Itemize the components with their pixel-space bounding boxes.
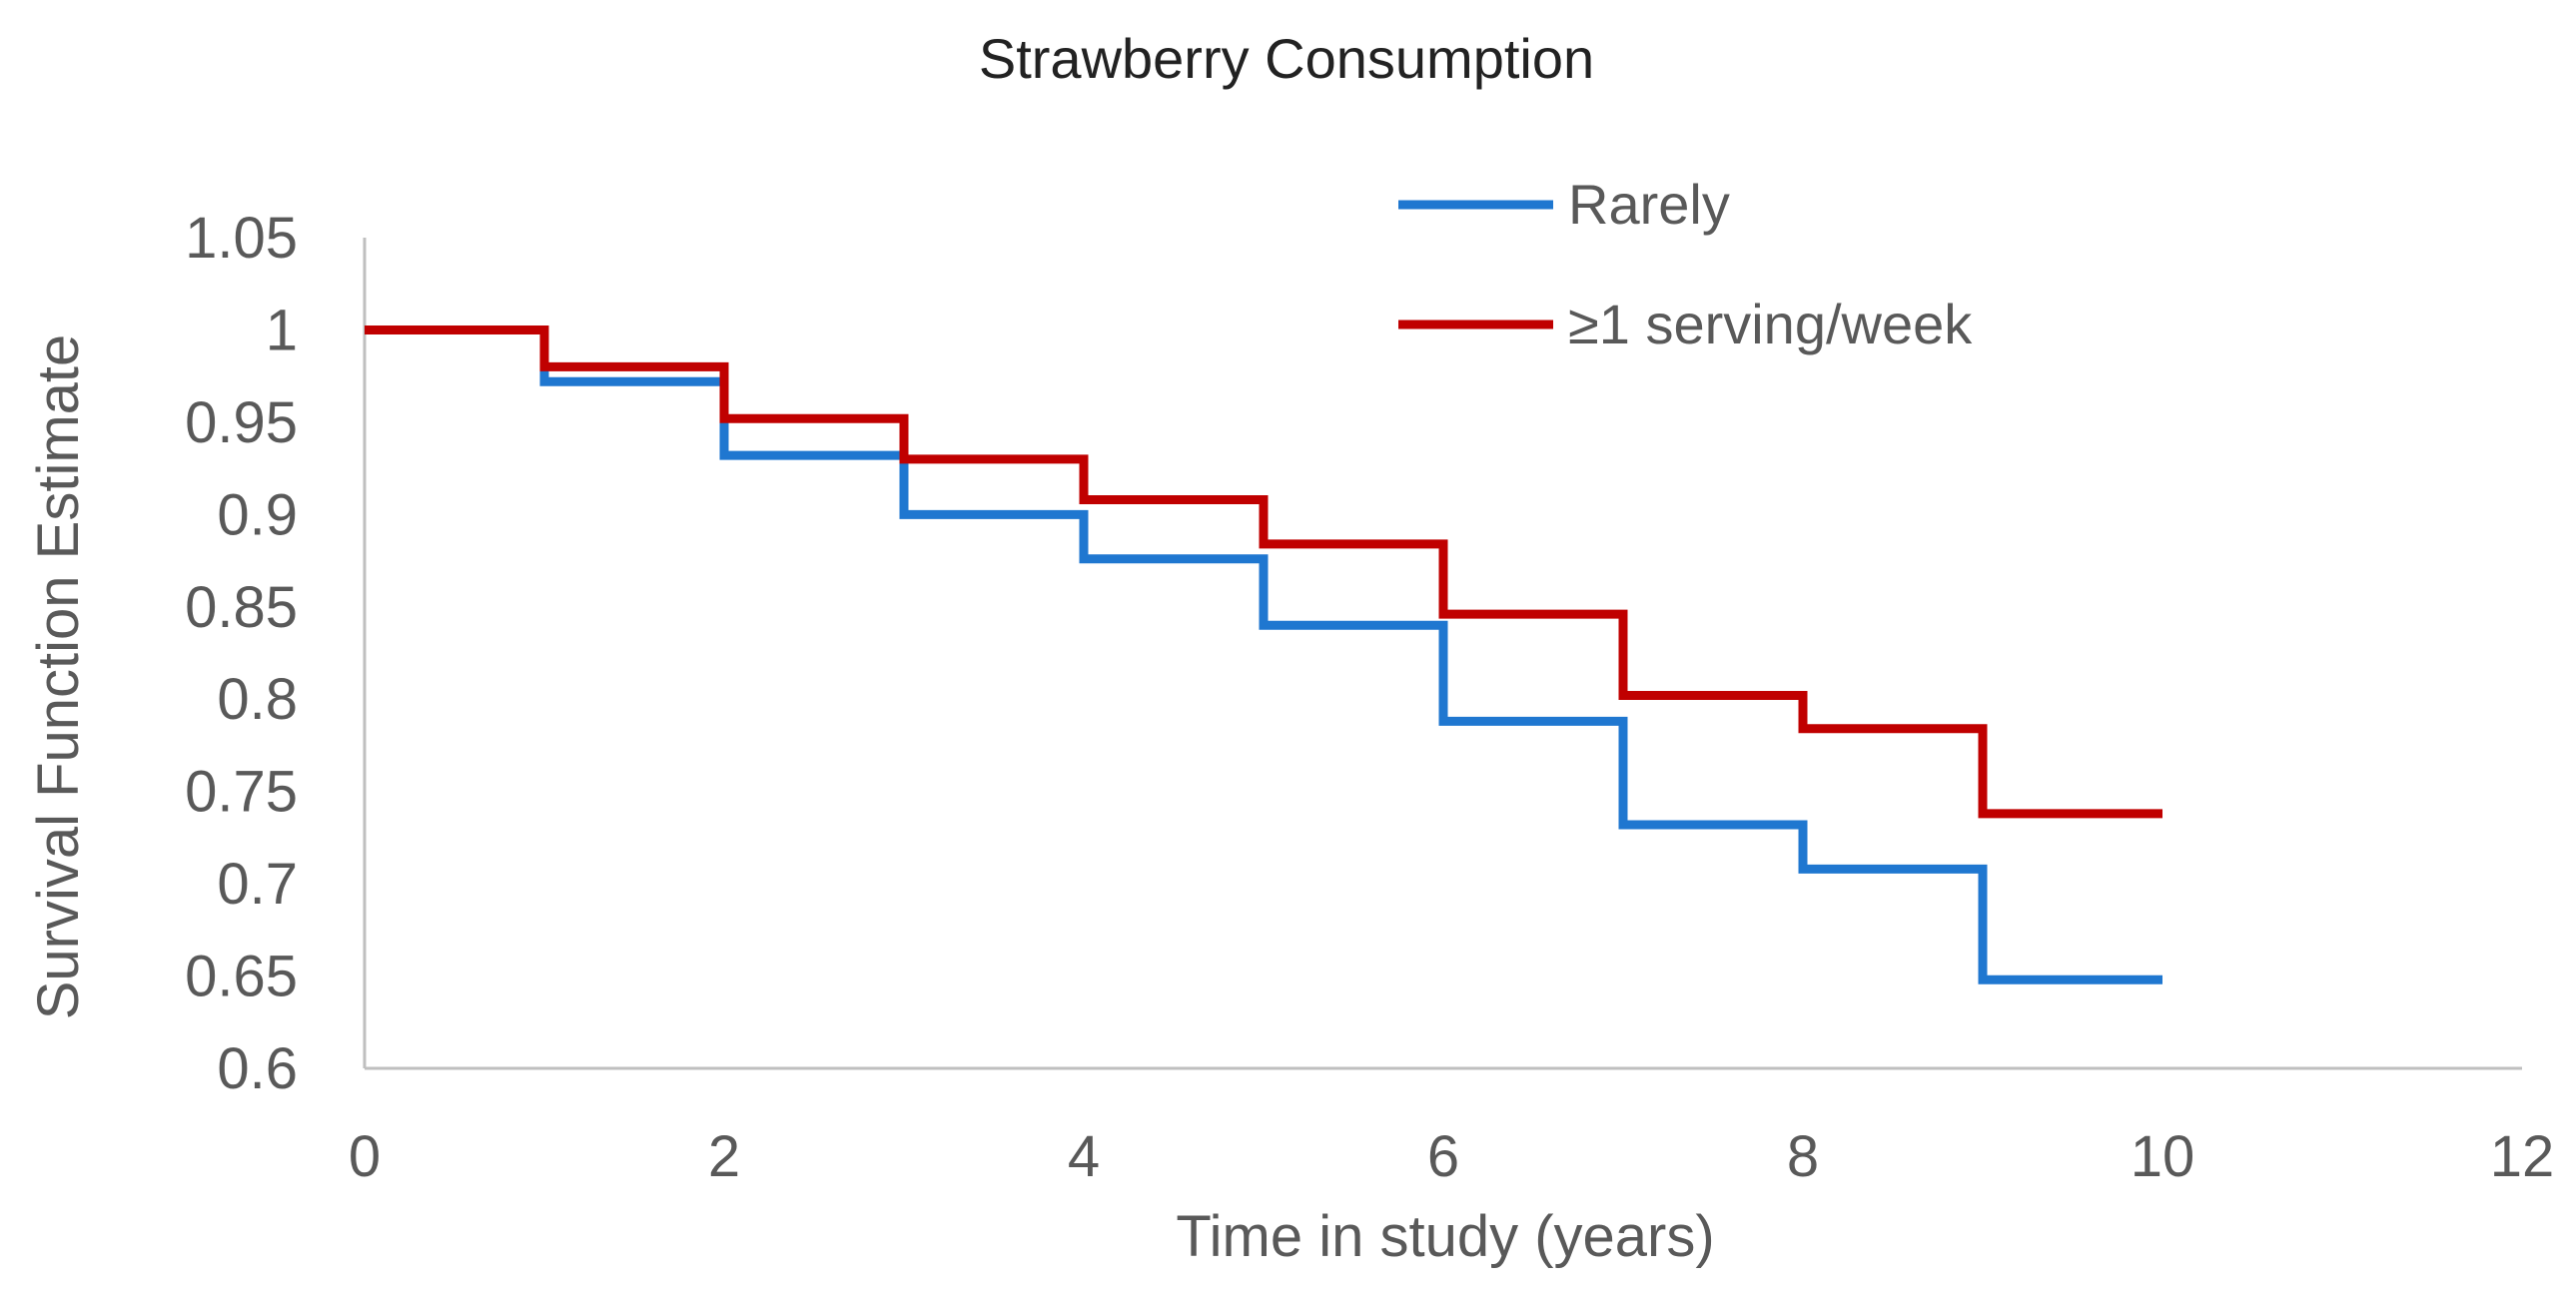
- x-tick-label: 0: [349, 1124, 381, 1189]
- x-tick-labels: 0 2 4 6 8 10 12: [349, 1124, 2554, 1189]
- y-tick-label: 0.7: [217, 852, 298, 917]
- x-tick-label: 8: [1787, 1124, 1819, 1189]
- axes: [363, 238, 2522, 1070]
- legend-label-weekly: ≥1 serving/week: [1568, 293, 1973, 355]
- y-tick-label: 0.85: [185, 575, 298, 640]
- y-tick-label: 0.75: [185, 760, 298, 825]
- series-line-weekly: [365, 325, 2162, 819]
- x-tick-label: 10: [2131, 1124, 2195, 1189]
- series-line-rarely: [365, 325, 2162, 984]
- x-tick-label: 4: [1068, 1124, 1100, 1189]
- y-tick-label: 0.6: [217, 1036, 298, 1101]
- x-tick-label: 12: [2490, 1124, 2555, 1189]
- y-tick-label: 1.05: [185, 206, 298, 271]
- x-tick-label: 6: [1427, 1124, 1459, 1189]
- legend: Rarely ≥1 serving/week: [1398, 173, 1973, 355]
- y-tick-label: 0.65: [185, 945, 298, 1009]
- chart-title: Strawberry Consumption: [979, 27, 1594, 90]
- y-axis-label: Survival Function Estimate: [26, 334, 91, 1020]
- y-tick-label: 1: [266, 298, 298, 362]
- legend-label-rarely: Rarely: [1568, 173, 1730, 236]
- y-tick-label: 0.95: [185, 390, 298, 455]
- series-lines: [365, 325, 2162, 984]
- y-tick-label: 0.9: [217, 482, 298, 547]
- y-tick-label: 0.8: [217, 667, 298, 732]
- x-tick-label: 2: [708, 1124, 740, 1189]
- y-tick-labels: 0.6 0.65 0.7 0.75 0.8 0.85 0.9 0.95 1 1.05: [185, 206, 298, 1101]
- x-axis-label: Time in study (years): [1176, 1204, 1714, 1269]
